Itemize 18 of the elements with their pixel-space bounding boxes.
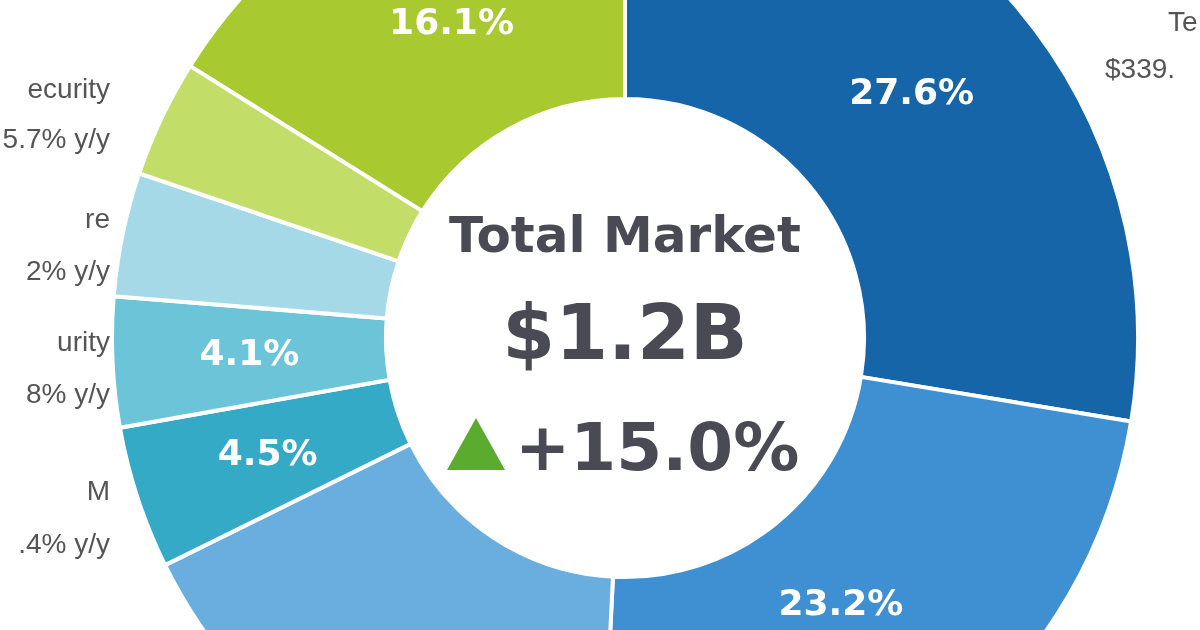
data-label: 23.2%: [778, 582, 904, 624]
text: $1.2B: [501, 288, 749, 377]
data-label: 16.1%: [389, 1, 514, 43]
data-label: 27.6%: [849, 71, 975, 113]
slice-label: ecurity: [27, 73, 110, 104]
text: +15.0%: [515, 409, 800, 486]
text: $339.: [1105, 53, 1176, 84]
text: 2% y/y: [25, 255, 110, 286]
text: 5.7% y/y: [2, 123, 110, 154]
text: .4% y/y: [18, 528, 110, 559]
data-label: 4.5%: [217, 431, 318, 473]
slice-label: re: [85, 203, 110, 234]
slice-label: M: [86, 475, 110, 506]
text: Total Market: [448, 206, 802, 264]
text: 8% y/y: [25, 378, 110, 409]
slice-label: urity: [57, 326, 110, 357]
slice-label: Te: [1168, 6, 1198, 37]
data-label: 4.1%: [199, 332, 300, 374]
